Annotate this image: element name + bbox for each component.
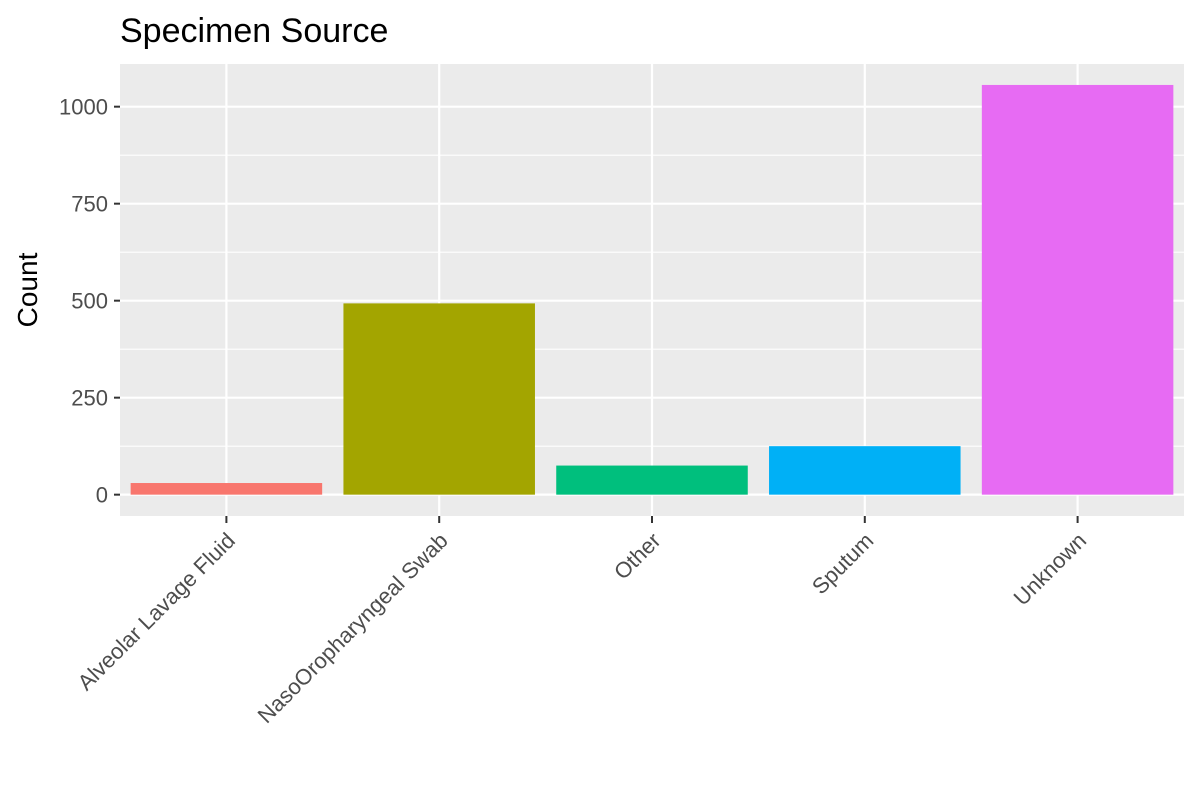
y-tick-label: 500 xyxy=(71,289,108,314)
bars xyxy=(130,84,1174,495)
bar-sputum xyxy=(769,446,961,495)
bar-other xyxy=(556,465,748,495)
bar-unknown xyxy=(981,84,1174,495)
y-tick-label: 0 xyxy=(96,483,108,508)
x-tick-label: NasoOropharyngeal Swab xyxy=(253,528,453,728)
y-tick-label: 1000 xyxy=(59,95,108,120)
y-axis-label: Count xyxy=(12,252,43,327)
x-tick-label: Sputum xyxy=(807,528,878,599)
x-tick-label: Alveolar Lavage Fluid xyxy=(73,528,240,695)
x-tick-label: Other xyxy=(609,528,666,585)
bar-nasooropharyngeal-swab xyxy=(343,303,535,495)
y-axis: 0 250 500 750 1000 xyxy=(59,95,120,508)
bar-alveolar-lavage-fluid xyxy=(130,483,323,495)
chart-title: Specimen Source xyxy=(120,12,388,50)
x-axis: Alveolar Lavage Fluid NasoOropharyngeal S… xyxy=(73,516,1091,728)
x-tick-label: Unknown xyxy=(1009,528,1092,611)
y-tick-label: 750 xyxy=(71,192,108,217)
y-tick-label: 250 xyxy=(71,386,108,411)
